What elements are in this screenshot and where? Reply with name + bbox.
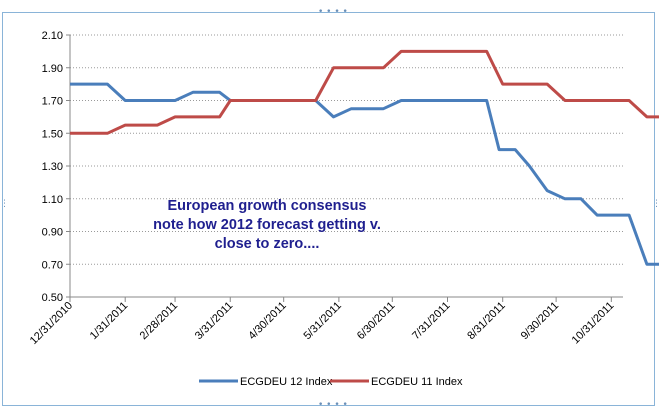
legend-label-ecgdeu-12: ECGDEU 12 Index bbox=[240, 376, 333, 388]
y-tick-label: 1.90 bbox=[42, 63, 63, 75]
series-line-ecgdeu-12 bbox=[70, 82, 659, 266]
resize-handle-right[interactable]: ⋮ bbox=[652, 199, 659, 209]
y-axis-ticks: 0.50 0.70 0.90 1.10 1.30 1.50 1.70 1.90 2.10 bbox=[42, 30, 70, 304]
series-lines bbox=[70, 49, 659, 266]
resize-handle-left[interactable]: ⋮ bbox=[0, 199, 9, 209]
y-tick-label: 1.10 bbox=[42, 194, 63, 206]
resize-handle-bottom[interactable]: • • • • bbox=[318, 400, 348, 410]
series-line-ecgdeu-11 bbox=[70, 49, 659, 135]
x-tick-label: 6/30/2011 bbox=[355, 300, 398, 343]
y-tick-label: 2.10 bbox=[42, 30, 63, 42]
annotation-line-3: close to zero.... bbox=[215, 236, 320, 252]
y-tick-label: 1.70 bbox=[42, 96, 63, 108]
annotation-text: European growth consensus note how 2012 … bbox=[153, 198, 381, 252]
y-tick-label: 1.30 bbox=[42, 161, 63, 173]
x-tick-label: 1/31/2011 bbox=[88, 300, 131, 343]
annotation-line-2: note how 2012 forecast getting v. bbox=[153, 217, 381, 233]
x-tick-label: 2/28/2011 bbox=[138, 300, 181, 343]
annotation-line-1: European growth consensus bbox=[168, 198, 367, 214]
x-tick-label: 3/31/2011 bbox=[193, 300, 236, 343]
x-tick-label: 10/31/2011 bbox=[570, 300, 617, 347]
x-tick-label: 9/30/2011 bbox=[519, 300, 562, 343]
x-tick-label: 4/30/2011 bbox=[246, 300, 289, 343]
x-tick-label: 5/31/2011 bbox=[301, 300, 344, 343]
resize-handle-top[interactable]: • • • • bbox=[318, 7, 348, 17]
x-tick-label: 12/31/2010 bbox=[28, 300, 75, 347]
y-tick-label: 0.90 bbox=[42, 227, 63, 239]
y-tick-label: 1.50 bbox=[42, 128, 63, 140]
x-tick-label: 8/31/2011 bbox=[465, 300, 508, 343]
legend: ECGDEU 12 Index ECGDEU 11 Index bbox=[199, 376, 463, 388]
y-tick-label: 0.50 bbox=[42, 292, 63, 304]
x-tick-label: 7/31/2011 bbox=[410, 300, 453, 343]
x-axis-ticks: 12/31/2010 1/31/2011 2/28/2011 3/31/2011 4/3… bbox=[28, 297, 617, 347]
legend-label-ecgdeu-11: ECGDEU 11 Index bbox=[371, 376, 463, 388]
y-tick-label: 0.70 bbox=[42, 259, 63, 271]
